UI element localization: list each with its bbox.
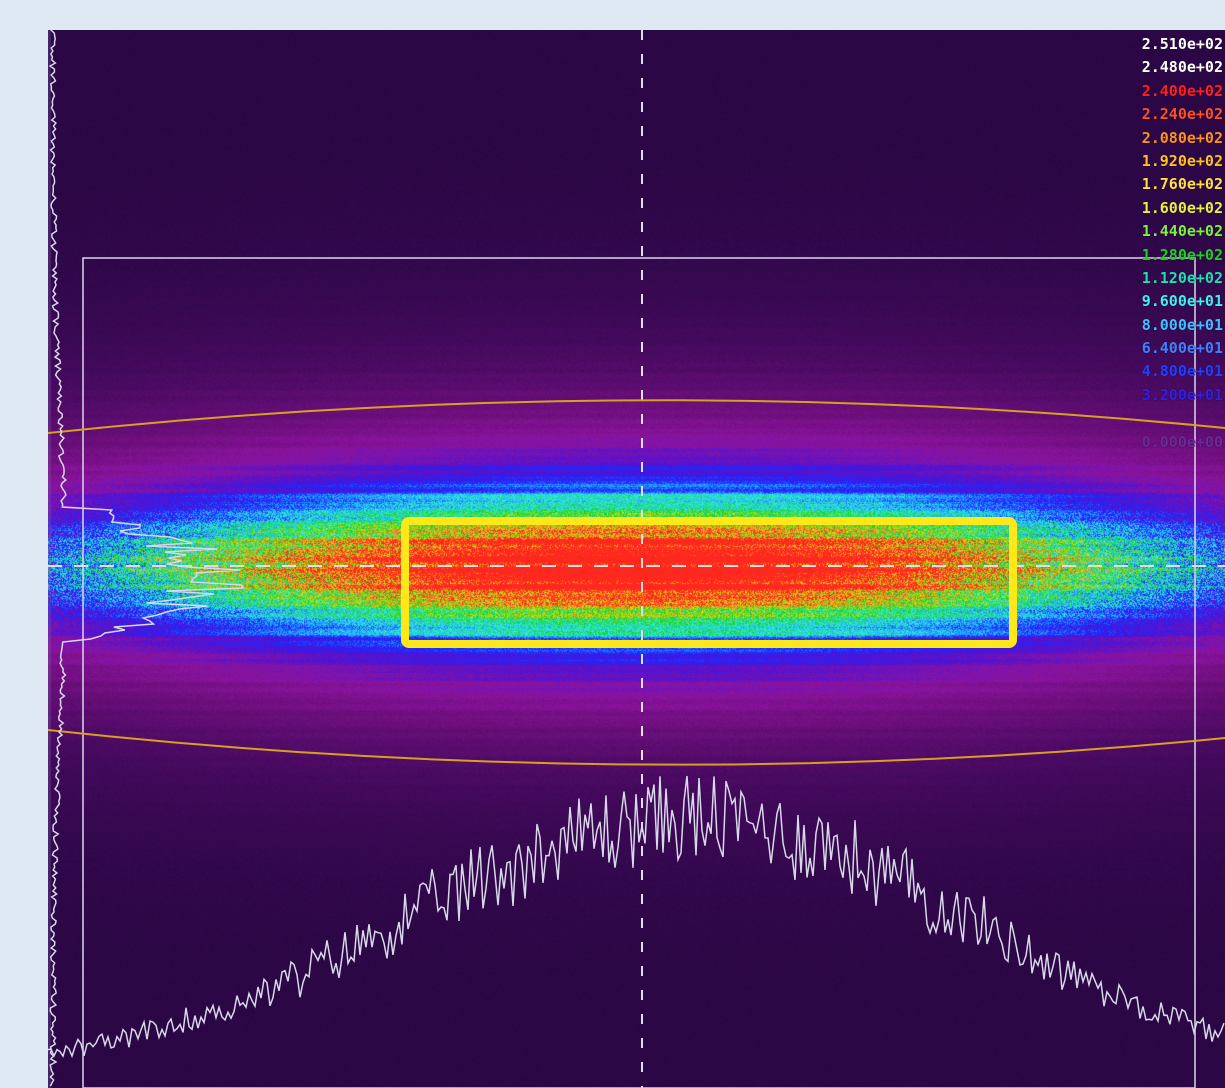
colorbar-label: 2.240e+02 [1141, 105, 1223, 124]
colorbar-label: 1.920e+02 [1141, 151, 1223, 170]
colorbar-label: 0.000e+00 [1141, 432, 1223, 451]
colorbar-label: 3.200e+01 [1141, 385, 1223, 404]
colorbar-label: 9.600e+01 [1141, 292, 1223, 311]
colorbar-label: 2.510e+02 [1141, 35, 1223, 53]
beam-image-viewer[interactable]: 2.510e+02 2.480e+02 2.400e+02 2.240e+02 2.08… [48, 30, 1225, 1088]
colorbar-label: 1.440e+02 [1141, 222, 1223, 241]
colorbar-label: 2.480e+02 [1141, 58, 1223, 77]
colorbar-label: 1.280e+02 [1141, 245, 1223, 264]
colorbar-label: 2.400e+02 [1141, 81, 1223, 100]
colorbar-label: 2.080e+02 [1141, 128, 1223, 147]
colorbar-label: 8.000e+01 [1141, 315, 1223, 334]
colorbar-label: 6.400e+01 [1141, 339, 1223, 358]
colorbar-label: 4.800e+01 [1141, 362, 1223, 381]
region-of-interest-box[interactable] [401, 517, 1017, 648]
colorbar-label: 1.120e+02 [1141, 268, 1223, 287]
colorbar-label [1100, 407, 1225, 430]
colorbar-label: 1.600e+02 [1141, 198, 1223, 217]
colorbar-legend: 2.510e+02 2.480e+02 2.400e+02 2.240e+02 2.08… [1100, 33, 1225, 454]
colorbar-label: 1.760e+02 [1141, 175, 1223, 194]
